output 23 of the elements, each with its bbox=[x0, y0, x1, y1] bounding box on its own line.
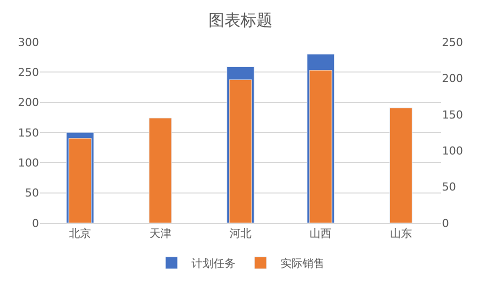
y-tick-label: 250 bbox=[18, 66, 39, 80]
y2-tick-label: 100 bbox=[442, 144, 463, 158]
legend-label: 实际销售 bbox=[280, 257, 324, 270]
y-tick-label: 150 bbox=[18, 126, 39, 140]
x-tick-label: 北京 bbox=[69, 227, 92, 240]
bar bbox=[389, 108, 412, 223]
y-tick-label: 200 bbox=[18, 96, 39, 110]
chart-title: 图表标题 bbox=[208, 10, 272, 30]
legend-label: 计划任务 bbox=[192, 257, 236, 270]
x-tick-label: 山西 bbox=[310, 227, 332, 240]
y-tick-label: 100 bbox=[18, 156, 39, 170]
x-tick-label: 山东 bbox=[390, 227, 412, 240]
y-tick-label: 50 bbox=[25, 186, 39, 200]
y2-tick-label: 50 bbox=[442, 180, 456, 194]
y2-tick-label: 200 bbox=[442, 72, 463, 86]
y2-tick-label: 250 bbox=[442, 36, 463, 49]
y-tick-label: 0 bbox=[32, 216, 39, 230]
x-tick-label: 河北 bbox=[230, 227, 252, 240]
y2-tick-label: 0 bbox=[442, 216, 449, 230]
x-tick-label: 天津 bbox=[149, 227, 172, 240]
y-tick-label: 300 bbox=[18, 36, 39, 49]
y2-tick-label: 150 bbox=[442, 108, 463, 122]
bar bbox=[148, 118, 172, 223]
